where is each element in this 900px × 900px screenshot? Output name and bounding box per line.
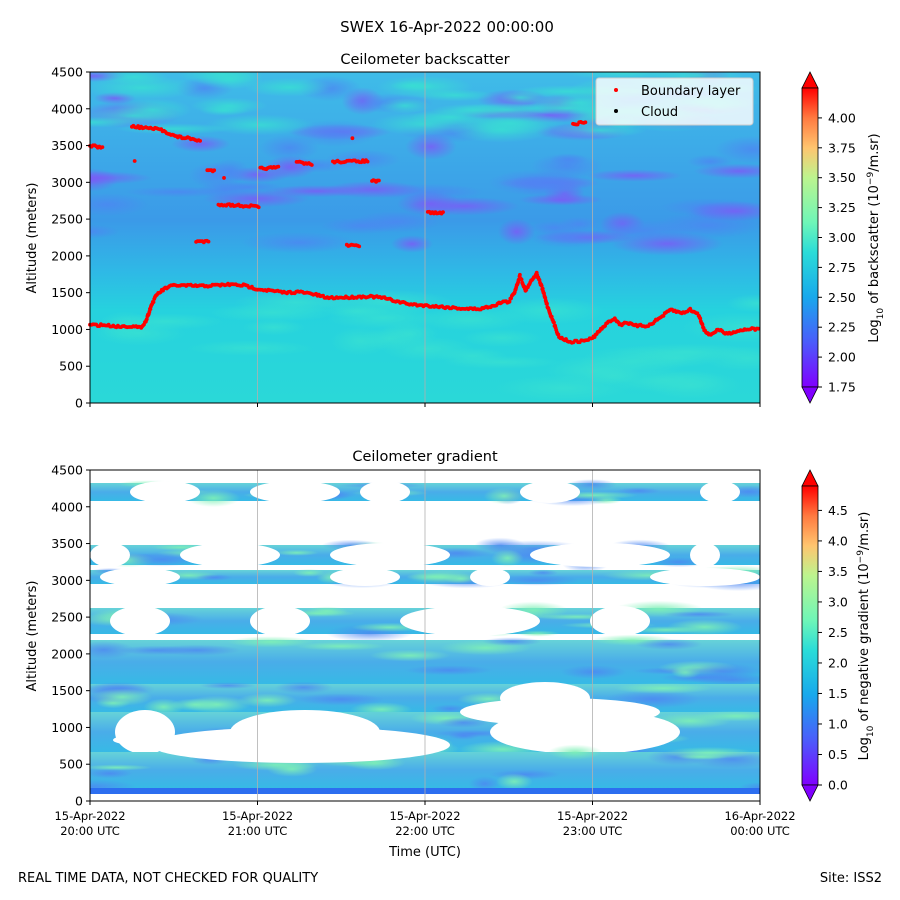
gradient-colorbar: 0.0 0.5 1.0 1.5 2.0 2.5 3.0 3.5 4.0 4.5 Log10 of … xyxy=(801,469,876,802)
gradient-panel: Ceilometer gradient 0 500 1000 1500 2000 2500… xyxy=(25,449,876,860)
colorbar-tick-label: 3.00 xyxy=(828,230,856,245)
boundary-layer-point xyxy=(309,163,314,167)
x-tick-label: 15-Apr-2022 23:00 UTC xyxy=(557,809,628,838)
boundary-layer-point xyxy=(552,320,556,325)
y-tick-label: 2000 xyxy=(51,248,83,263)
y-tick-label: 1000 xyxy=(51,322,83,337)
colorbar-tick-label: 3.0 xyxy=(828,594,848,609)
gradient-title: Ceilometer gradient xyxy=(352,449,498,465)
gradient-y-axis: 0 500 1000 1500 2000 2500 3000 3500 4000 4500 xyxy=(51,463,90,809)
boundary-layer-point xyxy=(698,316,703,321)
y-tick-label: 500 xyxy=(59,359,83,374)
legend-label-cloud: Cloud xyxy=(641,105,678,120)
colorbar-tick-label: 3.50 xyxy=(828,170,856,185)
y-tick-label: 2000 xyxy=(51,646,83,661)
backscatter-panel: Ceilometer backscatter 0 500 1000 1500 2000 2… xyxy=(25,52,886,411)
y-tick-label: 1000 xyxy=(51,720,83,735)
y-tick-label: 3500 xyxy=(51,536,83,551)
boundary-layer-point xyxy=(151,300,156,304)
colorbar-tick-label: 4.0 xyxy=(828,533,848,548)
colorbar-tick-label: 4.5 xyxy=(828,503,848,518)
y-tick-label: 1500 xyxy=(51,285,83,300)
y-tick-label: 2500 xyxy=(51,212,83,227)
quality-disclaimer: REAL TIME DATA, NOT CHECKED FOR QUALITY xyxy=(18,871,318,886)
boundary-layer-point xyxy=(276,164,281,169)
figure-title: SWEX 16-Apr-2022 00:00:00 xyxy=(340,18,554,36)
gradient-x-axis: 15-Apr-2022 20:00 UTC 15-Apr-2022 21:00 UTC… xyxy=(54,801,796,838)
gradient-colorbar-label: Log10 of negative gradient (10−9/m.sr) xyxy=(856,512,876,761)
y-tick-label: 1500 xyxy=(51,683,83,698)
y-tick-label: 3000 xyxy=(51,573,83,588)
x-tick-label: 16-Apr-2022 00:00 UTC xyxy=(724,809,795,838)
colorbar-tick-label: 3.25 xyxy=(828,200,856,215)
colorbar-tick-label: 2.50 xyxy=(828,290,856,305)
gradient-heatmap xyxy=(90,470,760,801)
y-tick-label: 500 xyxy=(59,757,83,772)
y-tick-label: 0 xyxy=(75,794,83,809)
boundary-layer-point xyxy=(519,277,524,282)
legend-box xyxy=(595,77,754,126)
legend-marker-boundary-layer xyxy=(614,88,618,92)
backscatter-x-ticks xyxy=(89,403,761,407)
legend-marker-cloud xyxy=(614,109,618,113)
boundary-layer-point xyxy=(518,272,522,277)
boundary-layer-point xyxy=(507,299,512,304)
boundary-layer-point xyxy=(545,301,549,306)
x-axis-label: Time (UTC) xyxy=(388,845,461,860)
colorbar-tick-label: 3.5 xyxy=(828,564,848,579)
y-tick-label: 2500 xyxy=(51,610,83,625)
y-tick-label: 0 xyxy=(75,396,83,411)
boundary-layer-point xyxy=(198,139,203,143)
y-tick-label: 4500 xyxy=(51,463,83,478)
colorbar-tick-label: 1.75 xyxy=(828,380,856,395)
x-tick-label: 15-Apr-2022 21:00 UTC xyxy=(222,809,293,838)
backscatter-title: Ceilometer backscatter xyxy=(340,52,509,68)
boundary-layer-point xyxy=(206,239,211,244)
y-tick-label: 4000 xyxy=(51,101,83,116)
legend: Boundary layer Cloud xyxy=(595,77,754,126)
boundary-layer-point xyxy=(222,176,226,180)
boundary-layer-point xyxy=(377,178,381,183)
colorbar-tick-label: 0.0 xyxy=(828,778,848,793)
colorbar-tick-label: 2.0 xyxy=(828,655,848,670)
backscatter-ylabel: Altitude (meters) xyxy=(25,183,40,294)
x-tick-label: 15-Apr-2022 22:00 UTC xyxy=(389,809,460,838)
boundary-layer-series xyxy=(88,120,761,345)
boundary-layer-point xyxy=(256,205,261,210)
boundary-layer-point xyxy=(756,326,761,331)
site-label: Site: ISS2 xyxy=(820,871,882,886)
y-tick-label: 4500 xyxy=(51,65,83,80)
boundary-layer-point xyxy=(441,210,445,215)
boundary-layer-point xyxy=(212,168,217,173)
colorbar-tick-label: 4.00 xyxy=(828,110,856,125)
gradient-ylabel: Altitude (meters) xyxy=(25,581,40,692)
colorbar-tick-label: 2.00 xyxy=(828,350,856,365)
boundary-layer-point xyxy=(700,322,705,327)
colorbar-tick-label: 2.25 xyxy=(828,320,856,335)
colorbar-tick-label: 2.75 xyxy=(828,260,856,275)
backscatter-colorbar: 1.75 2.00 2.25 2.50 2.75 3.00 3.25 3.50 3.75 4.00… xyxy=(801,71,886,404)
colorbar-tick-label: 0.5 xyxy=(828,747,848,762)
backscatter-y-axis: 0 500 1000 1500 2000 2500 3000 3500 4000 4500 xyxy=(51,65,90,411)
colorbar-tick-label: 3.75 xyxy=(828,140,856,155)
y-tick-label: 4000 xyxy=(51,499,83,514)
x-tick-label: 15-Apr-2022 20:00 UTC xyxy=(54,809,125,838)
boundary-layer-point xyxy=(100,145,105,150)
backscatter-colorbar-label: Log10 of backscatter (10−9/m.sr) xyxy=(866,133,886,342)
boundary-layer-point xyxy=(357,244,362,249)
legend-label-boundary-layer: Boundary layer xyxy=(641,84,741,99)
boundary-layer-point xyxy=(365,159,370,164)
boundary-layer-point xyxy=(350,136,355,141)
y-tick-label: 3500 xyxy=(51,138,83,153)
colorbar-tick-label: 1.0 xyxy=(828,716,848,731)
y-tick-label: 3000 xyxy=(51,175,83,190)
colorbar-tick-label: 2.5 xyxy=(828,625,848,640)
colorbar-tick-label: 1.5 xyxy=(828,686,848,701)
boundary-layer-point xyxy=(132,159,137,163)
boundary-layer-point xyxy=(583,120,588,125)
